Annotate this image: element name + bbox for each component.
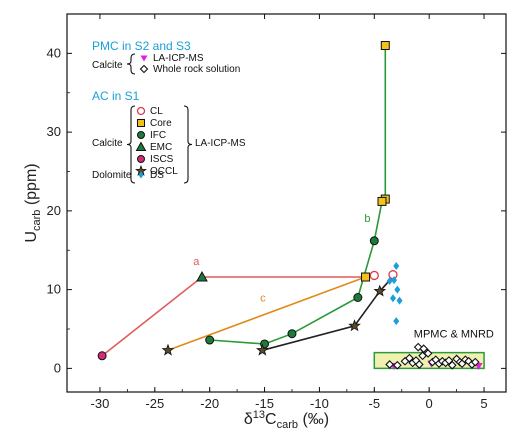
x-tick-label: -15 [255,396,274,411]
point-whole-rock-solution [470,357,480,367]
legend-dolomite-label: Dolomite [92,170,132,181]
point-core [380,41,390,50]
legend-ac-item: ISCS [150,154,174,165]
trend-label-c: c [260,292,266,304]
y-axis-title: Ucarb (ppm) [23,163,43,242]
legend-marker-ac-4 [137,155,145,163]
trend-line-seg3 [262,277,393,352]
legend-calcite-label: Calcite [92,138,123,149]
y-tick-label: 20 [47,203,61,218]
point-whole-rock-solution [405,353,414,363]
legend-marker-ac-0 [136,106,146,116]
legend-ac-item: OCCL [150,166,178,177]
point-whole-rock-solution [419,344,429,354]
point-emc [196,270,208,282]
legend-marker-pmc-0 [140,55,148,62]
legend-ac-heading: AC in S1 [92,89,140,103]
trend-label-a: a [193,256,200,268]
legend-ac-item: EMC [150,142,172,153]
point-ds [386,276,393,285]
legend-marker-pmc-1 [139,64,149,74]
point-whole-rock-solution [392,360,402,370]
y-tick-label: 40 [47,45,61,60]
point-cl [388,270,398,280]
y-tick-label: 10 [47,282,61,297]
legend-dolomite-item: DS [150,170,164,181]
y-tick-label: 0 [54,360,61,375]
point-ds [391,276,398,285]
trend-line-seg4 [209,296,359,345]
legend-pmc-brace [126,53,136,75]
x-tick-label: -5 [369,396,381,411]
point-ds [394,285,401,294]
legend-marker-ac-2 [137,131,145,139]
annotations-layer: a b c MPMC & MNRD [193,213,494,341]
x-axis-title: δ13Ccarb (‰) [244,409,329,431]
legend-pmc-item: Whole rock solution [153,64,240,75]
legend-ac-item: IFC [150,130,166,141]
point-whole-rock-solution [447,360,457,370]
point-ifc [287,329,297,339]
point-occl [256,343,269,356]
point-ds [393,262,400,270]
point-ifc [369,236,379,246]
trend-line-c [167,276,366,352]
point-whole-rock-solution [413,342,423,352]
legend-calcite-method: LA-ICP-MS [195,138,246,149]
legend-marker-ds [138,171,144,179]
point-occl [161,343,175,356]
x-tick-label: -10 [310,396,329,411]
legend-pmc-calcite-label: Calcite [92,60,123,71]
legend-method-brace [183,105,193,184]
y-tick-label: 30 [47,124,61,139]
data-points-layer [97,41,483,371]
point-whole-rock-solution [444,356,454,365]
trend-lines-layer [101,45,393,357]
trend-label-b: b [364,213,370,225]
point-ifc [205,335,215,345]
point-occl [348,319,361,332]
point-core [377,196,387,206]
x-tick-label: -20 [200,396,219,411]
legend-ac-item: CL [150,106,163,117]
legend-pmc-heading: PMC in S2 and S3 [92,39,191,53]
legend-pmc-item: LA-ICP-MS [153,53,204,64]
point-ds [389,294,396,303]
point-ds [396,296,403,305]
point-whole-rock-solution [414,360,424,369]
legend-marker-ac-1 [137,119,145,127]
point-whole-rock-solution [385,360,395,369]
point-occl [373,284,387,297]
trend-line-a [101,276,366,357]
point-core [361,272,371,282]
legend-calcite-brace [126,105,136,184]
legend-marker-ac-3 [135,141,147,151]
legend-ac-item: Core [150,118,172,129]
point-iscs [97,351,107,361]
plot-frame [66,13,507,393]
point-whole-rock-solution [423,349,433,358]
x-tick-label: 0 [426,396,433,411]
point-ifc [353,293,363,302]
x-tick-label: -25 [145,396,164,411]
point-cl [369,270,379,281]
x-tick-label: 5 [480,396,487,411]
x-tick-label: -30 [91,396,110,411]
annotation-label: MPMC & MNRD [414,329,494,341]
point-ds [393,317,400,326]
trend-line-b [357,45,387,298]
